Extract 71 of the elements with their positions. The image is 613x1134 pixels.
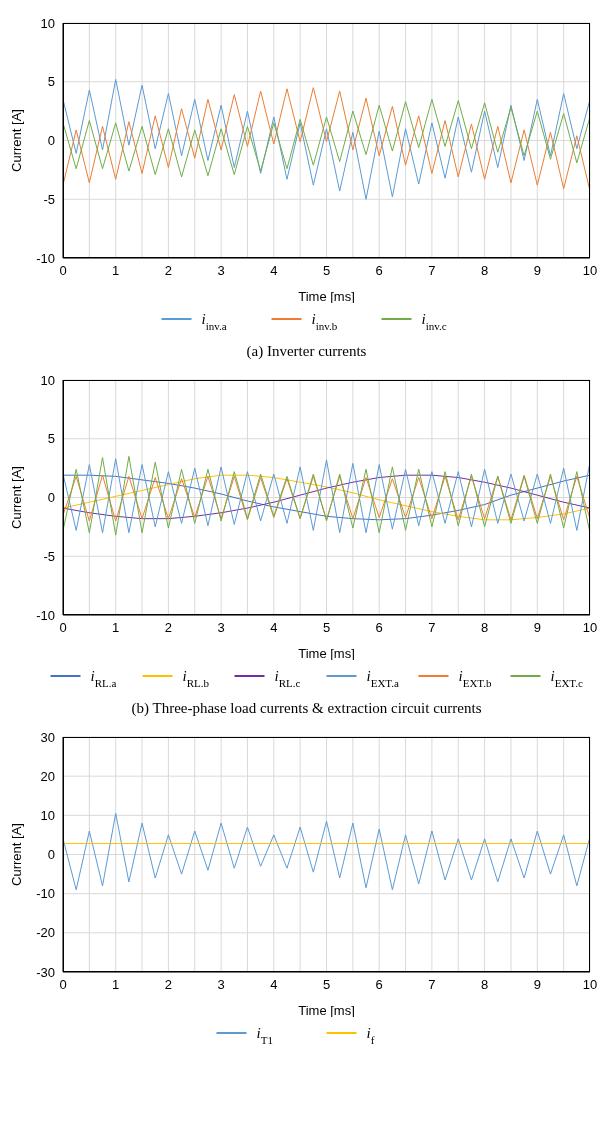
- x-tick-label: 1: [112, 977, 120, 993]
- x-tick-label: 0: [59, 977, 67, 993]
- x-tick-label: 9: [533, 620, 541, 636]
- x-tick-label: 2: [164, 263, 173, 279]
- x-tick-label: 7: [428, 263, 436, 279]
- y-tick-label: 20: [40, 768, 55, 784]
- line-series: [63, 812, 590, 891]
- y-tick-label: 10: [40, 372, 55, 388]
- line-series: [63, 98, 590, 178]
- y-tick-label: -5: [43, 548, 55, 564]
- x-tick-label: 0: [59, 263, 67, 279]
- x-tick-label: 4: [270, 263, 278, 279]
- y-tick-label: 30: [40, 729, 55, 745]
- x-tick-label: 9: [533, 977, 541, 993]
- y-axis-title: Current [A]: [8, 109, 24, 172]
- legend-label: i$_{RL.a}$: [90, 668, 117, 689]
- legend-label: i$_{T1}$: [256, 1025, 273, 1046]
- x-tick-label: 5: [322, 620, 331, 636]
- x-tick-label: 10: [582, 977, 598, 993]
- y-tick-label: -10: [36, 250, 55, 266]
- x-tick-label: 3: [217, 620, 225, 636]
- legend-label: i$_{inv.a}$: [201, 311, 227, 332]
- y-tick-label: 0: [47, 847, 55, 863]
- text: (a) Inverter currents: [245, 342, 368, 361]
- y-tick-label: 10: [40, 15, 55, 31]
- x-tick-label: 8: [480, 263, 489, 279]
- legend-label: i$_{RL.c}$: [274, 668, 301, 689]
- legend-label: i$_{inv.b}$: [311, 311, 338, 332]
- x-tick-label: 5: [322, 977, 331, 993]
- y-tick-label: 0: [47, 490, 55, 506]
- x-tick-label: 10: [582, 263, 598, 279]
- x-tick-label: 7: [428, 620, 436, 636]
- y-tick-label: -5: [43, 191, 55, 207]
- x-tick-label: 0: [59, 620, 67, 636]
- x-tick-label: 6: [375, 977, 383, 993]
- y-tick-label: 10: [40, 807, 55, 823]
- x-axis-title: Time [ms]: [298, 1003, 355, 1018]
- x-tick-label: 2: [164, 977, 173, 993]
- x-tick-label: 8: [480, 620, 489, 636]
- y-tick-label: -10: [36, 607, 55, 623]
- x-tick-label: 6: [375, 620, 383, 636]
- legend-label: i$_{inv.c}$: [421, 311, 447, 332]
- legend-label: i$_{EXT.c}$: [550, 668, 583, 689]
- y-tick-label: -10: [36, 886, 55, 902]
- y-tick-label: 5: [47, 431, 55, 447]
- x-tick-label: 4: [270, 620, 278, 636]
- x-axis-title: Time [ms]: [298, 289, 355, 304]
- legend-label: i$_{EXT.a}$: [366, 668, 399, 689]
- x-tick-label: 2: [164, 620, 173, 636]
- x-tick-label: 1: [112, 620, 120, 636]
- x-tick-label: 3: [217, 263, 225, 279]
- x-tick-label: 4: [270, 977, 278, 993]
- legend-label: i$_{RL.b}$: [182, 668, 210, 689]
- x-tick-label: 5: [322, 263, 331, 279]
- x-tick-label: 3: [217, 977, 225, 993]
- y-axis-title: Current [A]: [8, 823, 24, 886]
- x-tick-label: 8: [480, 977, 489, 993]
- x-tick-label: 9: [533, 263, 541, 279]
- x-axis-title: Time [ms]: [298, 646, 355, 661]
- y-tick-label: 5: [47, 74, 55, 90]
- x-tick-label: 1: [112, 263, 120, 279]
- y-tick-label: -30: [36, 964, 55, 980]
- x-tick-label: 10: [582, 620, 598, 636]
- x-tick-label: 6: [375, 263, 383, 279]
- x-tick-label: 7: [428, 977, 436, 993]
- text: (b) Three-phase load currents & extraction circuit currents: [130, 699, 483, 718]
- y-axis-title: Current [A]: [8, 466, 24, 529]
- legend-label: i$_{EXT.b}$: [458, 668, 492, 689]
- y-tick-label: 0: [47, 133, 55, 149]
- y-tick-label: -20: [36, 925, 55, 941]
- legend-label: i$_{f}$: [366, 1025, 375, 1046]
